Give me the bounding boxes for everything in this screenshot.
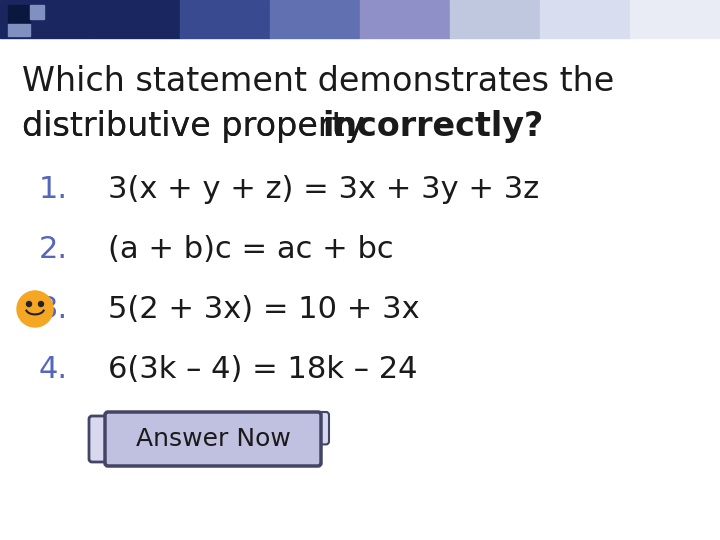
Bar: [360, 0, 450, 38]
Text: 2.: 2.: [39, 235, 68, 264]
Bar: [630, 0, 720, 38]
Bar: [450, 0, 540, 38]
Bar: [90, 0, 180, 38]
Text: (a + b)c = ac + bc: (a + b)c = ac + bc: [108, 235, 394, 264]
Text: 4.: 4.: [39, 355, 68, 384]
Text: 1.: 1.: [39, 175, 68, 204]
Circle shape: [38, 301, 43, 307]
FancyBboxPatch shape: [89, 416, 117, 462]
Text: 6(3k – 4) = 18k – 24: 6(3k – 4) = 18k – 24: [108, 355, 418, 384]
Bar: [270, 0, 360, 38]
Text: Which statement demonstrates the: Which statement demonstrates the: [22, 65, 614, 98]
Bar: [8, 24, 30, 36]
Text: 3.: 3.: [39, 295, 68, 324]
Bar: [540, 0, 630, 38]
Circle shape: [27, 301, 32, 307]
Circle shape: [17, 291, 53, 327]
Text: distributive property: distributive property: [22, 110, 375, 143]
Bar: [8, 5, 30, 23]
Text: 5(2 + 3x) = 10 + 3x: 5(2 + 3x) = 10 + 3x: [108, 295, 420, 324]
Text: Answer Now: Answer Now: [135, 427, 290, 451]
Bar: [180, 0, 270, 38]
Text: 3(x + y + z) = 3x + 3y + 3z: 3(x + y + z) = 3x + 3y + 3z: [108, 175, 539, 204]
Text: incorrectly?: incorrectly?: [322, 110, 544, 143]
FancyBboxPatch shape: [309, 412, 329, 444]
Bar: [0, 0, 90, 38]
Bar: [30, 5, 44, 19]
Text: distributive property: distributive property: [22, 110, 375, 143]
FancyBboxPatch shape: [105, 412, 321, 466]
